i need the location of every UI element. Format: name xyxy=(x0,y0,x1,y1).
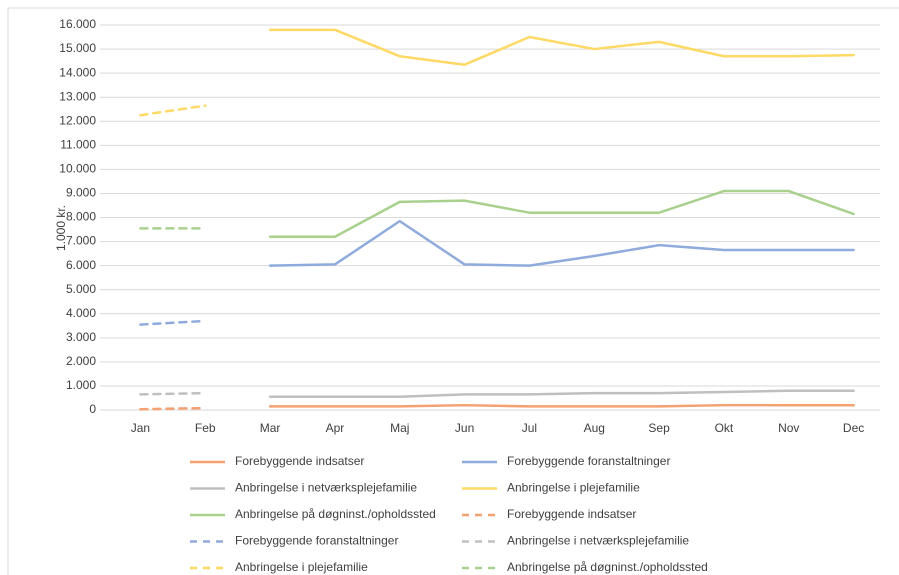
y-axis-label: 1.000 kr. xyxy=(54,205,68,251)
x-tick-label: Jul xyxy=(522,421,537,435)
x-tick-label: Dec xyxy=(843,421,864,435)
y-tick-label: 7.000 xyxy=(66,234,96,248)
y-tick-label: 16.000 xyxy=(59,17,96,31)
x-tick-label: Aug xyxy=(584,421,605,435)
y-tick-label: 12.000 xyxy=(59,113,96,127)
x-tick-label: Okt xyxy=(715,421,734,435)
y-tick-label: 15.000 xyxy=(59,41,96,55)
series-line xyxy=(139,104,207,117)
y-tick-label: 3.000 xyxy=(66,330,96,344)
y-tick-label: 2.000 xyxy=(66,354,96,368)
y-tick-label: 9.000 xyxy=(66,186,96,200)
legend-label: Anbringelse i plejefamilie xyxy=(235,560,368,574)
legend-label: Forebyggende foranstaltninger xyxy=(235,534,398,548)
y-tick-label: 1.000 xyxy=(66,378,96,392)
x-tick-label: Mar xyxy=(260,421,281,435)
y-tick-label: 0 xyxy=(89,402,96,416)
y-tick-label: 8.000 xyxy=(66,210,96,224)
x-tick-label: Feb xyxy=(195,421,216,435)
y-tick-label: 14.000 xyxy=(59,65,96,79)
legend-label: Anbringelse i netværksplejefamilie xyxy=(507,534,689,548)
x-tick-label: Jan xyxy=(131,421,150,435)
series-line xyxy=(268,189,855,238)
y-tick-label: 10.000 xyxy=(59,162,96,176)
legend-label: Anbringelse på døgninst./opholdssted xyxy=(507,560,708,574)
y-tick-label: 13.000 xyxy=(59,89,96,103)
x-tick-label: Jun xyxy=(455,421,474,435)
legend-label: Forebyggende indsatser xyxy=(507,507,636,521)
series-line xyxy=(139,391,207,396)
series-line xyxy=(268,403,855,408)
series-line xyxy=(139,406,207,411)
legend-label: Anbringelse på døgninst./opholdssted xyxy=(235,507,436,521)
series-line xyxy=(268,219,855,267)
legend-label: Forebyggende foranstaltninger xyxy=(507,454,670,468)
legend-label: Forebyggende indsatser xyxy=(235,454,364,468)
y-tick-label: 4.000 xyxy=(66,306,96,320)
y-tick-label: 11.000 xyxy=(60,137,96,151)
series-line xyxy=(268,389,855,399)
y-tick-label: 6.000 xyxy=(66,258,96,272)
x-tick-label: Apr xyxy=(326,421,345,435)
x-tick-label: Nov xyxy=(778,421,799,435)
x-tick-label: Maj xyxy=(390,421,409,435)
series-line xyxy=(268,28,855,66)
x-tick-label: Sep xyxy=(648,421,670,435)
y-tick-label: 5.000 xyxy=(66,282,96,296)
legend-label: Anbringelse i netværksplejefamilie xyxy=(235,481,417,495)
series-line xyxy=(139,319,207,326)
legend-label: Anbringelse i plejefamilie xyxy=(507,481,640,495)
